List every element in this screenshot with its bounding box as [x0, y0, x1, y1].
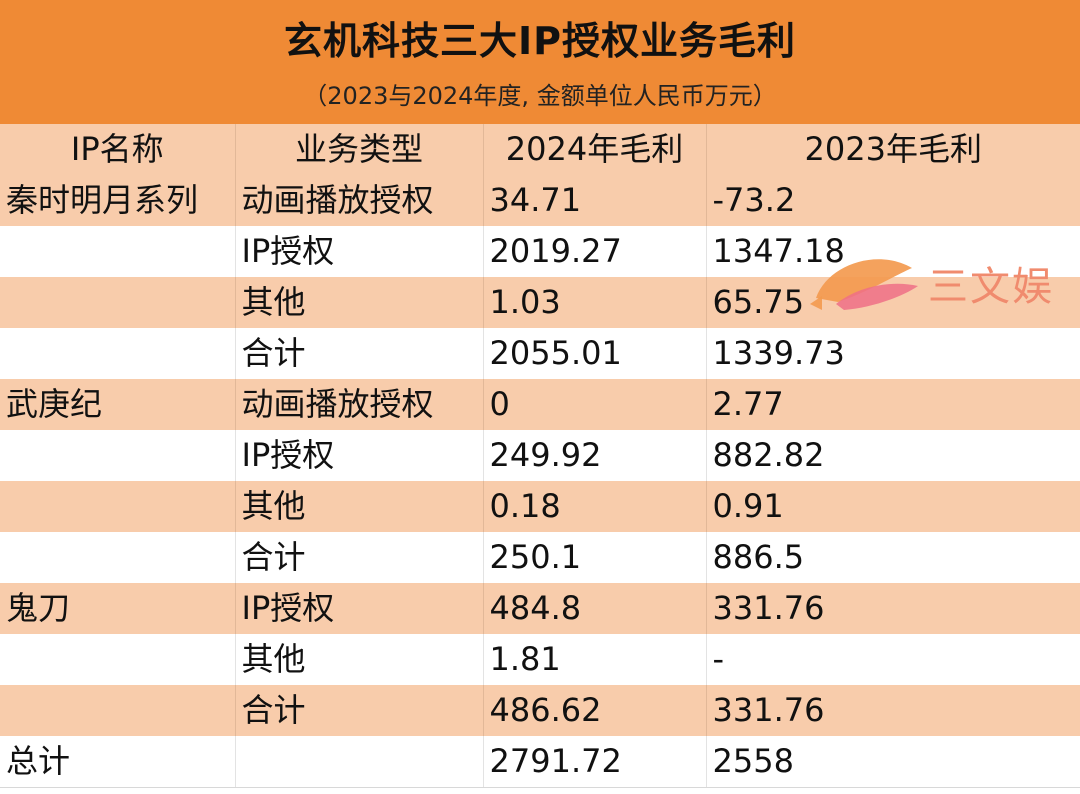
- cell-ip-name: 秦时明月系列: [0, 175, 235, 226]
- cell-2024-profit: 0.18: [482, 481, 706, 532]
- cell-2024-profit: 34.71: [482, 175, 706, 226]
- table-row: 其他 1.81 -: [0, 634, 1080, 685]
- column-header-2023-profit: 2023年毛利: [705, 124, 1080, 175]
- table-row: IP授权 249.92 882.82: [0, 430, 1080, 481]
- cell-ip-name: [0, 685, 235, 736]
- column-header-ip-name: IP名称: [0, 124, 235, 175]
- cell-ip-name: [0, 481, 235, 532]
- table-row: IP授权 2019.27 1347.18: [0, 226, 1080, 277]
- title-banner: [0, 0, 1080, 124]
- table-row: 其他 0.18 0.91: [0, 481, 1080, 532]
- column-header-business-type: 业务类型: [234, 124, 483, 175]
- cell-2024-profit: 0: [482, 379, 706, 430]
- table-row: 鬼刀 IP授权 484.8 331.76: [0, 583, 1080, 634]
- cell-2024-profit: 250.1: [482, 532, 706, 583]
- gross-profit-table: IP名称 业务类型 2024年毛利 2023年毛利 秦时明月系列 动画播放授权 …: [0, 124, 1080, 788]
- cell-ip-name: [0, 328, 235, 379]
- cell-business-type: IP授权: [234, 430, 483, 481]
- cell-2023-profit: 331.76: [705, 583, 1080, 634]
- cell-business-type: IP授权: [234, 583, 483, 634]
- cell-business-type: 合计: [234, 328, 483, 379]
- table-header-row: IP名称 业务类型 2024年毛利 2023年毛利: [0, 124, 1080, 175]
- fish-logo-icon: [810, 259, 918, 310]
- cell-business-type: 其他: [234, 634, 483, 685]
- cell-2023-profit: 0.91: [705, 481, 1080, 532]
- cell-ip-name: 总计: [0, 736, 235, 788]
- cell-ip-name: 武庚纪: [0, 379, 235, 430]
- cell-2024-profit: 486.62: [482, 685, 706, 736]
- cell-2023-profit: 2.77: [705, 379, 1080, 430]
- cell-business-type: 动画播放授权: [234, 175, 483, 226]
- cell-business-type: 合计: [234, 532, 483, 583]
- cell-2024-profit: 2791.72: [482, 736, 706, 788]
- watermark-text: 三文娱: [928, 264, 1054, 310]
- cell-2023-profit: -: [705, 634, 1080, 685]
- cell-business-type: 其他: [234, 481, 483, 532]
- cell-business-type: 合计: [234, 685, 483, 736]
- cell-2023-profit: 886.5: [705, 532, 1080, 583]
- cell-2024-profit: 2019.27: [482, 226, 706, 277]
- cell-ip-name: 鬼刀: [0, 583, 235, 634]
- table-row: 合计 2055.01 1339.73: [0, 328, 1080, 379]
- page-title: 玄机科技三大IP授权业务毛利: [284, 19, 796, 63]
- table-row: 武庚纪 动画播放授权 0 2.77: [0, 379, 1080, 430]
- cell-2024-profit: 1.81: [482, 634, 706, 685]
- cell-business-type: 动画播放授权: [234, 379, 483, 430]
- table-row: 合计 486.62 331.76: [0, 685, 1080, 736]
- cell-2023-profit: 1339.73: [705, 328, 1080, 379]
- cell-ip-name: [0, 634, 235, 685]
- cell-ip-name: [0, 430, 235, 481]
- column-header-2024-profit: 2024年毛利: [482, 124, 706, 175]
- table-row: 合计 250.1 886.5: [0, 532, 1080, 583]
- cell-ip-name: [0, 226, 235, 277]
- cell-2023-profit: -73.2: [705, 175, 1080, 226]
- cell-2023-profit: 882.82: [705, 430, 1080, 481]
- cell-business-type: IP授权: [234, 226, 483, 277]
- table-row-total: 总计 2791.72 2558: [0, 736, 1080, 788]
- page-subtitle: （2023与2024年度, 金额单位人民币万元）: [303, 82, 777, 110]
- cell-2024-profit: 1.03: [482, 277, 706, 328]
- cell-2024-profit: 2055.01: [482, 328, 706, 379]
- cell-ip-name: [0, 532, 235, 583]
- cell-2024-profit: 484.8: [482, 583, 706, 634]
- watermark: 三文娱: [808, 246, 1068, 316]
- cell-business-type: 其他: [234, 277, 483, 328]
- cell-ip-name: [0, 277, 235, 328]
- cell-2023-profit: 2558: [705, 736, 1080, 788]
- cell-2023-profit: 331.76: [705, 685, 1080, 736]
- cell-business-type: [234, 736, 483, 788]
- cell-2024-profit: 249.92: [482, 430, 706, 481]
- table-row: 秦时明月系列 动画播放授权 34.71 -73.2: [0, 175, 1080, 226]
